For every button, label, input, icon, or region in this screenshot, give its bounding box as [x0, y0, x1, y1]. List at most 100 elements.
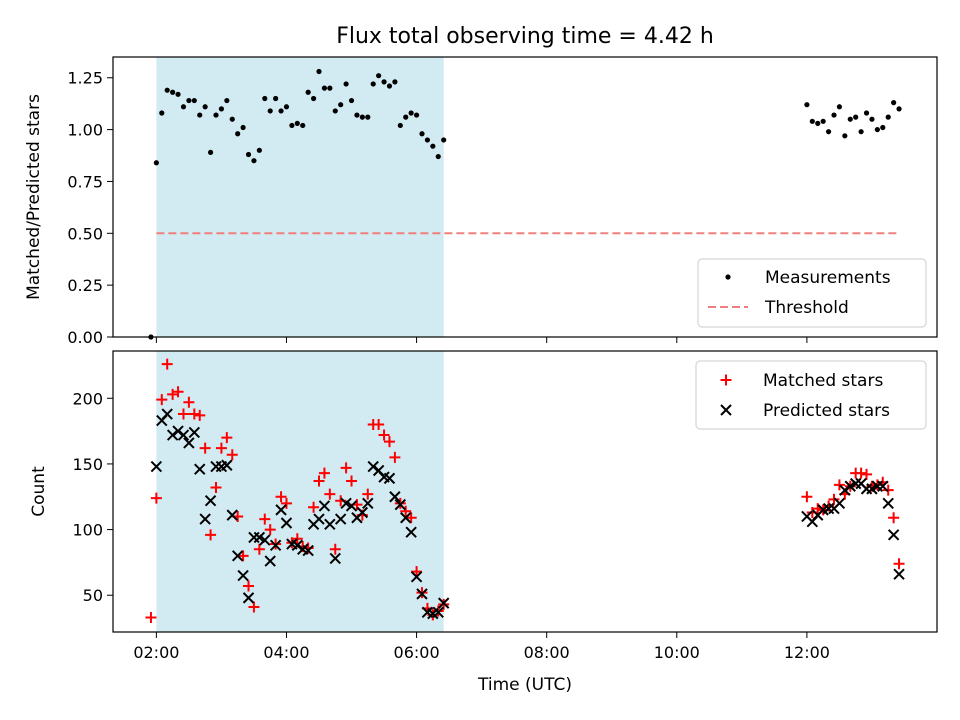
predicted-point	[318, 500, 331, 512]
measurement-point	[278, 108, 284, 114]
legend-threshold-label: Threshold	[764, 298, 849, 318]
measurement-point	[300, 122, 306, 129]
measurement-point	[430, 143, 436, 149]
predicted-point	[893, 568, 905, 580]
legend-measurements-label: Measurements	[765, 268, 891, 288]
predicted-point	[324, 518, 336, 531]
predicted-point	[280, 517, 293, 529]
matched-point	[378, 429, 390, 441]
matched-point	[177, 408, 189, 420]
measurement-point	[397, 122, 403, 129]
matched-point	[405, 512, 417, 524]
predicted-point	[367, 460, 379, 473]
measurement-point	[419, 131, 425, 137]
matched-point	[346, 475, 358, 487]
measurement-point	[294, 120, 300, 126]
predicted-point	[166, 429, 179, 441]
legend-box	[695, 360, 927, 430]
measurement-point	[381, 79, 387, 85]
measurement-point	[164, 87, 170, 93]
measurement-point	[207, 149, 214, 156]
predicted-point	[150, 460, 163, 473]
measurement-point	[267, 108, 273, 114]
measurement-point	[891, 100, 897, 106]
predicted-point	[221, 459, 233, 471]
y-tick-label: 0.00	[67, 328, 103, 347]
x-tick-label: 02:00	[133, 643, 179, 662]
matched-point	[237, 550, 249, 562]
matched-point	[833, 479, 845, 491]
measurement-point	[273, 95, 279, 102]
measurement-point	[175, 91, 181, 97]
measurement-point	[874, 126, 880, 133]
matched-point	[183, 396, 195, 408]
predicted-point	[383, 472, 396, 485]
matched-point	[194, 409, 206, 421]
predicted-point	[161, 408, 173, 420]
ratio-legend: Measurements Threshold	[697, 258, 927, 328]
measurement-point	[153, 160, 159, 166]
matched-point	[855, 467, 867, 479]
matched-point	[291, 533, 303, 545]
x-tick-label: 04:00	[263, 643, 309, 662]
measurement-point	[343, 81, 349, 87]
measurement-point	[885, 114, 891, 120]
predicted-point	[405, 526, 417, 538]
measurement-point	[235, 131, 241, 137]
matched-point	[313, 475, 325, 487]
predicted-point	[839, 484, 851, 496]
predicted-point	[887, 529, 900, 541]
matched-point	[156, 394, 168, 406]
matched-point	[373, 419, 385, 431]
measurement-point	[820, 118, 826, 124]
y-tick-label: 200	[72, 389, 103, 408]
predicted-point	[226, 509, 238, 521]
measurement-point	[218, 106, 225, 112]
matched-point	[161, 358, 173, 370]
measurement-point	[858, 129, 864, 135]
matched-point	[308, 501, 320, 513]
matched-point	[150, 492, 162, 504]
measurement-point	[386, 83, 393, 89]
predicted-point	[183, 437, 195, 449]
measurement-point	[186, 97, 192, 104]
measurement-point	[370, 81, 376, 87]
predicted-point	[329, 552, 341, 565]
x-tick-label: 12:00	[784, 643, 830, 662]
predicted-point	[242, 592, 255, 604]
measurement-point	[804, 102, 810, 108]
measurement-point	[251, 158, 257, 164]
measurement-point	[354, 112, 360, 118]
measurement-point	[348, 97, 355, 104]
measurement-point	[213, 112, 219, 118]
matched-point	[318, 467, 330, 479]
measurement-point	[332, 108, 338, 114]
legend-box	[697, 258, 927, 328]
ratio-y-axis-label: Matched/Predicted stars	[24, 94, 44, 300]
measurement-point	[229, 116, 235, 122]
measurement-point	[197, 112, 203, 118]
predicted-point	[177, 429, 190, 441]
measurement-point	[305, 89, 311, 95]
predicted-point	[291, 539, 304, 552]
measurement-point	[376, 73, 382, 79]
matched-point	[340, 462, 352, 474]
predicted-point	[437, 597, 450, 609]
measurement-point	[327, 85, 333, 91]
measurement-point	[836, 104, 843, 110]
predicted-point	[394, 498, 407, 511]
predicted-point	[199, 513, 211, 525]
measurement-point	[256, 147, 262, 153]
predicted-point	[237, 569, 249, 582]
matched-point	[324, 488, 336, 500]
measurement-point	[403, 114, 409, 120]
measurement-point	[310, 95, 317, 102]
predicted-point	[416, 588, 428, 600]
matched-point	[145, 612, 157, 624]
predicted-point	[356, 506, 369, 519]
matched-point	[188, 408, 200, 420]
predicted-point	[345, 500, 358, 512]
matched-point	[205, 529, 217, 541]
y-tick-label: 0.75	[67, 172, 103, 191]
